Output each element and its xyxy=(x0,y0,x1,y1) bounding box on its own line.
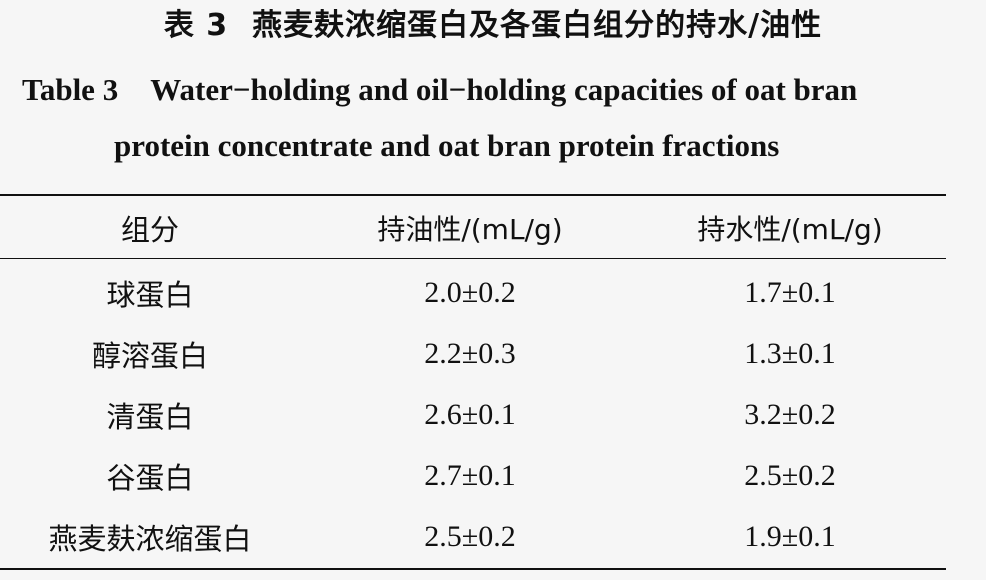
cell-component: 球蛋白 xyxy=(106,278,194,312)
table-header-row: 组分 持油性/(mL/g) 持水性/(mL/g) xyxy=(0,199,946,257)
cell-component: 谷蛋白 xyxy=(106,461,194,495)
table-caption-english: Table 3 Water−holding and oil−holding cap… xyxy=(22,62,922,174)
cell-component: 燕麦麸浓缩蛋白 xyxy=(48,522,252,556)
cell-component: 醇溶蛋白 xyxy=(91,339,208,373)
caption-en-label: Table 3 xyxy=(22,72,119,107)
table-row: 谷蛋白 2.7±0.1 2.5±0.2 xyxy=(0,445,946,507)
table-caption-chinese: 表 3 燕麦麸浓缩蛋白及各蛋白组分的持水/油性 xyxy=(0,4,986,48)
header-water-holding: 持水性/(mL/g) xyxy=(697,213,883,246)
header-oil-holding: 持油性/(mL/g) xyxy=(377,213,563,246)
table-bottom-rule xyxy=(0,568,946,570)
cell-oil-holding: 2.6±0.1 xyxy=(424,398,516,431)
table-row: 醇溶蛋白 2.2±0.3 1.3±0.1 xyxy=(0,323,946,385)
cell-water-holding: 1.9±0.1 xyxy=(744,520,836,553)
cell-water-holding: 2.5±0.2 xyxy=(744,459,836,492)
table-row: 清蛋白 2.6±0.1 3.2±0.2 xyxy=(0,384,946,446)
cell-oil-holding: 2.2±0.3 xyxy=(424,337,516,370)
header-component: 组分 xyxy=(120,213,179,247)
cell-water-holding: 3.2±0.2 xyxy=(744,398,836,431)
cell-component: 清蛋白 xyxy=(106,400,194,434)
table-top-rule xyxy=(0,194,946,196)
caption-cn-text: 燕麦麸浓缩蛋白及各蛋白组分的持水/油性 xyxy=(252,8,823,43)
cell-water-holding: 1.7±0.1 xyxy=(744,276,836,309)
cell-water-holding: 1.3±0.1 xyxy=(744,337,836,370)
caption-en-line2: protein concentrate and oat bran protein… xyxy=(114,128,780,163)
table-row: 球蛋白 2.0±0.2 1.7±0.1 xyxy=(0,262,946,324)
cell-oil-holding: 2.0±0.2 xyxy=(424,276,516,309)
caption-en-line1: Water−holding and oil−holding capacities… xyxy=(150,72,858,107)
cell-oil-holding: 2.5±0.2 xyxy=(424,520,516,553)
table-header-rule xyxy=(0,258,946,259)
caption-cn-label: 表 3 xyxy=(163,8,229,43)
cell-oil-holding: 2.7±0.1 xyxy=(424,459,516,492)
table-row: 燕麦麸浓缩蛋白 2.5±0.2 1.9±0.1 xyxy=(0,506,946,568)
